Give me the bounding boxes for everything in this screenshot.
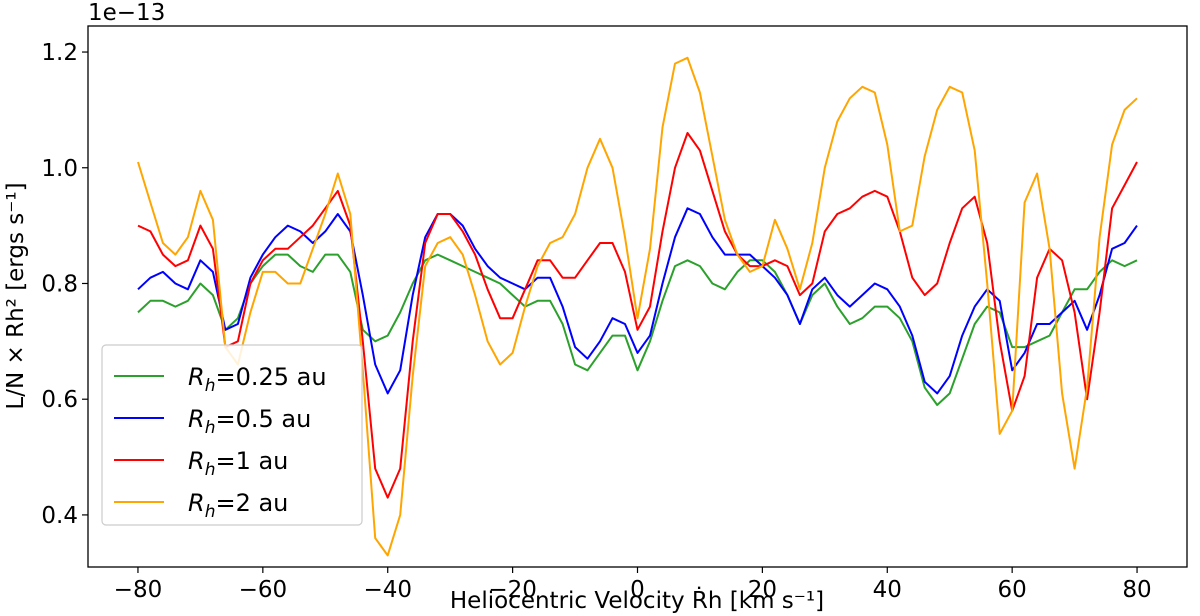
series-line-3: [137, 56, 1138, 557]
x-tick-label: −20: [488, 577, 537, 603]
legend: Rh=0.25 au Rh=0.5 au Rh=1 au Rh=2 au: [101, 344, 363, 526]
x-tick-label: 80: [1122, 577, 1151, 603]
series-line-2: [137, 132, 1138, 499]
series-line-0: [137, 253, 1138, 406]
x-tick-label: 60: [998, 577, 1027, 603]
y-axis: 0.4 0.6 0.8 1.0 1.2: [41, 40, 88, 529]
x-tick-label: 20: [748, 577, 777, 603]
y-tick-label: 0.8: [41, 271, 78, 297]
legend-frame: [101, 344, 363, 526]
x-axis-label: Heliocentric Velocity Ṙh [km s⁻¹]: [450, 586, 824, 614]
y-tick-label: 0.6: [41, 387, 78, 413]
y-tick-label: 1.2: [41, 40, 78, 66]
legend-label: Rh=2 au: [188, 489, 288, 522]
legend-label: Rh=0.5 au: [188, 405, 311, 438]
legend-label: Rh=1 au: [188, 447, 288, 480]
y-tick-label: 0.4: [41, 503, 78, 529]
y-tick-label: 1.0: [41, 156, 78, 182]
series-line-1: [137, 207, 1138, 395]
legend-label: Rh=0.25 au: [188, 363, 327, 396]
x-tick-label: −40: [363, 577, 412, 603]
x-tick-label: −60: [239, 577, 288, 603]
x-tick-label: −80: [114, 577, 163, 603]
series-layer: [137, 56, 1138, 557]
x-axis: −80 −60 −40 −20 0 20 40 60 80: [114, 567, 1152, 603]
x-tick-label: 0: [630, 577, 645, 603]
y-offset-label: 1e−13: [88, 0, 165, 26]
x-tick-label: 40: [873, 577, 902, 603]
y-axis-label: L/N × Rh² [ergs s⁻¹]: [3, 182, 29, 409]
